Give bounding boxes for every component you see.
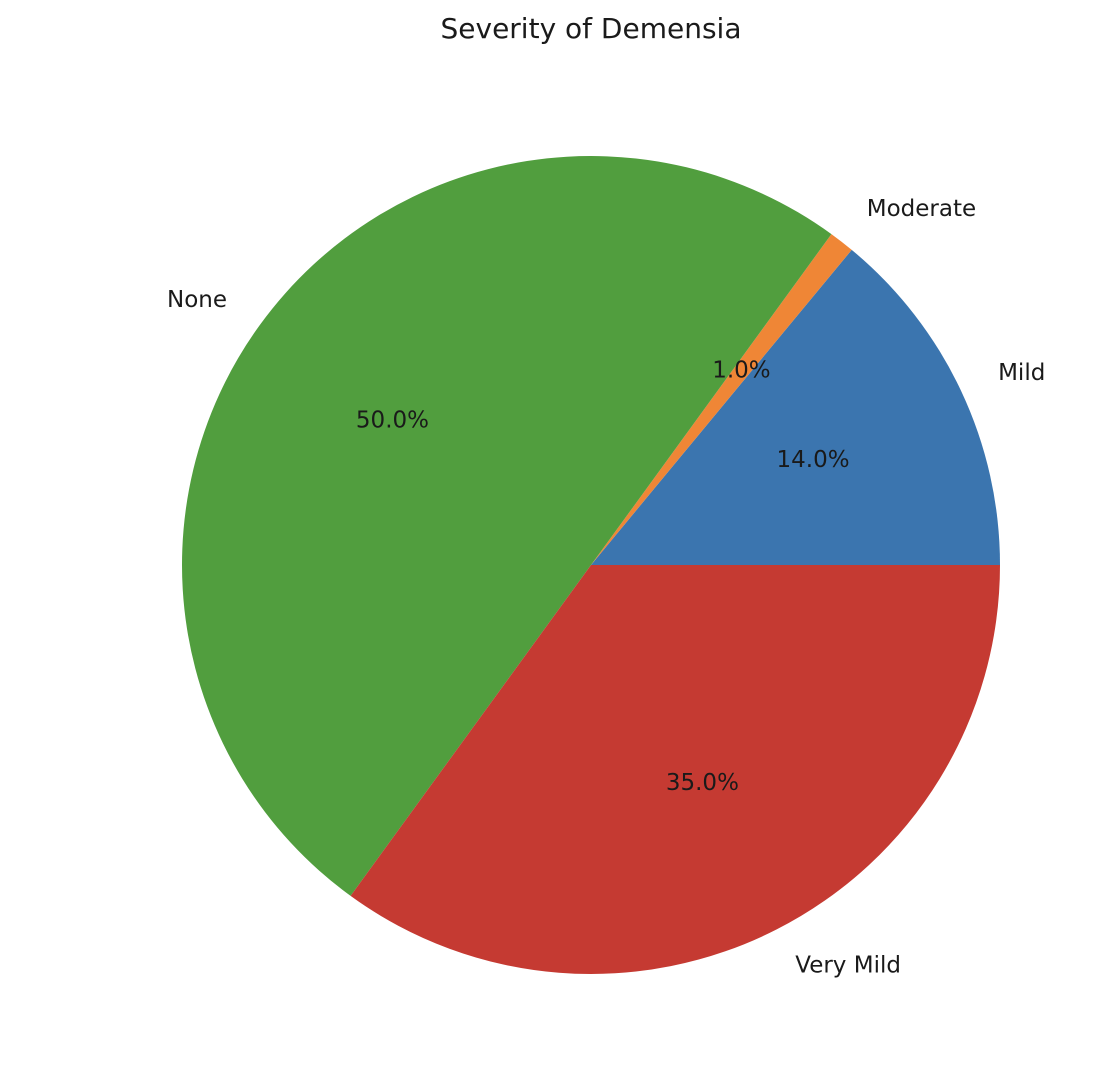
pie-slice-moderate (591, 234, 852, 565)
slice-label-mild: Mild (998, 360, 1045, 386)
pie-slice-mild (591, 249, 1000, 565)
slice-label-none: None (167, 287, 227, 313)
pct-label-mild: 14.0% (777, 447, 850, 473)
pct-label-moderate: 1.0% (712, 358, 770, 384)
slice-label-moderate: Moderate (867, 196, 976, 222)
chart-title: Severity of Demensia (441, 12, 742, 45)
pie-slices (181, 155, 1000, 975)
pie-slice-none (181, 155, 832, 896)
pct-label-very-mild: 35.0% (666, 770, 739, 796)
pct-label-none: 50.0% (356, 407, 429, 433)
pie-slice-very-mild (350, 565, 1000, 975)
slice-label-very-mild: Very Mild (795, 952, 901, 978)
pie-labels: Mild 14.0% Moderate 1.0% None 50.0% Very Mild 3… (167, 196, 1045, 978)
